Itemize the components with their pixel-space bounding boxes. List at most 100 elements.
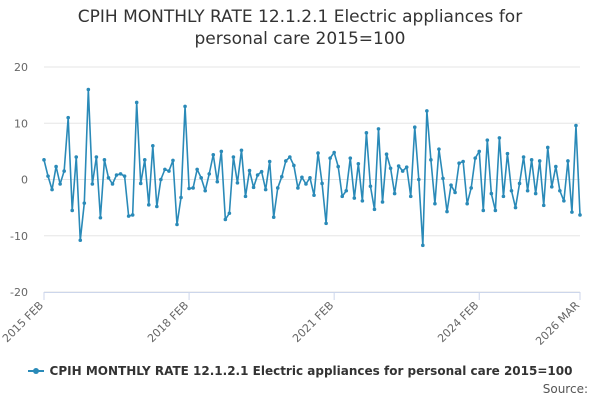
source-label: Source: — [542, 382, 588, 396]
data-point — [501, 194, 506, 199]
data-point — [195, 167, 199, 172]
data-point — [372, 207, 377, 212]
series-line — [43, 88, 581, 247]
data-point — [251, 185, 256, 190]
data-point — [465, 201, 469, 206]
data-point — [146, 203, 151, 207]
data-point — [513, 205, 518, 210]
data-point — [126, 214, 131, 218]
data-point — [344, 188, 349, 193]
data-point — [356, 161, 361, 166]
data-point — [493, 208, 498, 213]
data-point — [215, 179, 220, 184]
data-point — [400, 169, 405, 173]
data-point — [324, 221, 328, 226]
legend[interactable]: CPIH MONTHLY RATE 12.1.2.1 Electric appl… — [0, 364, 600, 378]
data-point — [408, 194, 413, 199]
data-point — [155, 204, 159, 209]
chart-title: CPIH MONTHLY RATE 12.1.2.1 Electric appl… — [0, 6, 600, 50]
data-point — [545, 145, 550, 150]
data-point — [380, 200, 385, 204]
data-point — [485, 138, 490, 142]
data-point — [288, 155, 292, 159]
data-point — [421, 243, 425, 248]
data-point — [191, 186, 195, 190]
data-point — [566, 159, 570, 163]
data-point — [263, 187, 268, 192]
data-point — [360, 199, 365, 203]
data-point — [82, 201, 87, 205]
data-point — [578, 213, 582, 217]
data-point — [175, 222, 179, 227]
data-point — [259, 169, 264, 174]
data-point — [271, 215, 276, 219]
data-point — [106, 176, 111, 180]
data-point — [159, 177, 163, 182]
data-point — [489, 191, 494, 196]
data-point — [533, 191, 538, 196]
data-point — [376, 127, 381, 131]
data-point — [574, 123, 578, 128]
data-point — [481, 208, 486, 213]
data-point — [477, 149, 482, 154]
data-point — [521, 155, 526, 159]
data-point — [239, 148, 244, 153]
y-tick-label: -20 — [10, 286, 28, 299]
data-point — [505, 151, 510, 156]
data-point — [138, 181, 143, 186]
data-point — [90, 182, 95, 186]
data-point — [243, 194, 248, 199]
data-point — [429, 158, 433, 162]
y-tick-label: -10 — [10, 230, 28, 243]
data-point — [416, 177, 421, 182]
data-point — [529, 158, 534, 162]
x-tick-label: 2015 FEB — [0, 299, 46, 345]
data-point — [437, 147, 441, 151]
data-point — [211, 152, 216, 157]
data-point — [74, 155, 79, 159]
data-point — [114, 173, 119, 177]
data-point — [130, 213, 135, 217]
data-point — [227, 211, 232, 216]
data-point — [247, 168, 252, 173]
data-point — [332, 150, 336, 155]
data-point — [304, 182, 308, 186]
data-point — [292, 163, 296, 168]
data-point — [364, 131, 369, 135]
data-point — [453, 190, 457, 195]
data-point — [284, 159, 288, 163]
data-point — [235, 181, 240, 185]
data-point — [392, 191, 397, 196]
chart-title-line-1: CPIH MONTHLY RATE 12.1.2.1 Electric appl… — [77, 7, 523, 27]
data-point — [352, 196, 357, 200]
data-point — [554, 164, 558, 169]
chart-title-line-2: personal care 2015=100 — [194, 29, 406, 49]
data-point — [275, 186, 280, 190]
data-point — [320, 181, 324, 186]
data-point — [558, 188, 562, 193]
data-point — [171, 158, 175, 163]
data-point — [457, 161, 461, 165]
y-tick-label: 0 — [21, 174, 28, 187]
data-point — [179, 195, 183, 200]
data-point — [94, 155, 99, 159]
legend-line-marker-icon — [27, 366, 44, 376]
data-point — [425, 109, 429, 113]
data-point — [570, 210, 574, 214]
data-point — [163, 167, 167, 172]
data-point — [122, 174, 127, 178]
data-point — [328, 156, 332, 160]
data-point — [54, 164, 58, 169]
x-tick-label: 2026 MAR — [533, 299, 582, 348]
x-tick-label: 2024 FEB — [435, 299, 481, 345]
data-point — [445, 209, 449, 214]
data-point — [279, 174, 284, 179]
data-point — [142, 158, 147, 162]
data-point — [199, 176, 203, 180]
data-point — [525, 188, 530, 193]
data-point — [223, 217, 228, 222]
data-point — [42, 158, 46, 162]
data-point — [316, 151, 320, 155]
data-point — [187, 186, 191, 191]
